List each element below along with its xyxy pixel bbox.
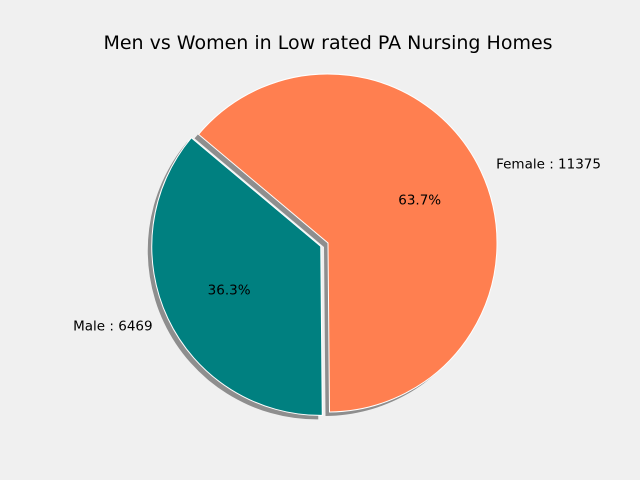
slice-label-female: Female : 11375 — [496, 157, 601, 173]
slice-percent-male: 36.3% — [208, 283, 251, 299]
slice-label-male: Male : 6469 — [73, 319, 152, 335]
pie-labels: Male : 6469 36.3% Female : 11375 63.7% — [73, 157, 601, 335]
pie-slice-female — [197, 73, 498, 413]
pie-slices — [151, 73, 498, 416]
chart-title: Men vs Women in Low rated PA Nursing Hom… — [103, 32, 552, 54]
slice-percent-female: 63.7% — [398, 193, 441, 209]
pie-slice-male — [151, 137, 323, 416]
